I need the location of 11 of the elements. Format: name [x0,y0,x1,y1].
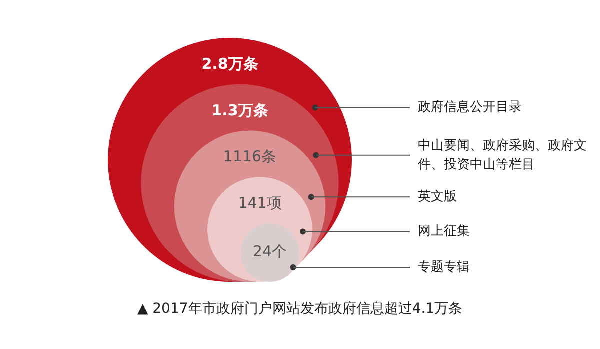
data-label: 2.8万条 [202,54,258,73]
data-label: 24个 [252,242,288,261]
data-label: 141项 [238,194,282,212]
text: ▲ 2017年市政府门户网站发布政府信息超过4.1万条 [136,300,464,318]
category-label: 中山要闻、政府采购、政府文件、投资中山等栏目 [418,137,587,172]
data-label: 1.3万条 [212,101,268,120]
category-label: 英文版 [418,189,457,204]
data-label: 1116条 [223,148,277,166]
category-label: 网上征集 [418,224,470,240]
category-label: 政府信息公开目录 [418,99,522,116]
category-label: 专题专辑 [418,260,470,275]
